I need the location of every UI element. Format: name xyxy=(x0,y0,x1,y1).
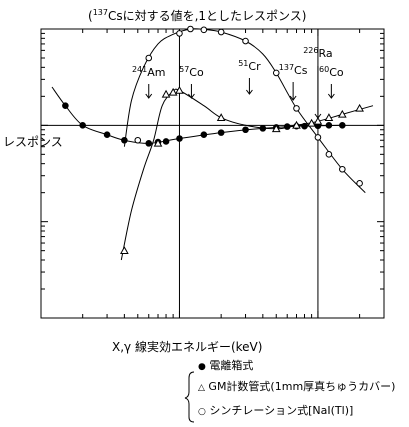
data-point-open-circle xyxy=(242,37,249,45)
series-line-1 xyxy=(120,88,374,261)
nuclide-markers: 241Am 57Co 51Cr 137Cs 226Ra 60Co xyxy=(132,46,344,119)
data-point-filled-circle xyxy=(325,122,333,129)
data-point-open-triangle xyxy=(324,113,334,122)
data-point-open-circle xyxy=(314,134,322,141)
marker-label-137Cs: 137Cs xyxy=(279,63,308,77)
data-point-open-triangle xyxy=(161,89,171,98)
data-point-filled-circle xyxy=(145,140,153,147)
marker-label-60Co: 60Co xyxy=(319,65,344,79)
data-point-open-circle xyxy=(217,28,225,36)
data-point-open-circle xyxy=(134,136,142,144)
data-point-open-circle xyxy=(325,151,333,158)
marker-label-241Am: 241Am xyxy=(132,65,166,79)
marker-arrow-head xyxy=(188,93,195,99)
data-point-filled-circle xyxy=(242,126,249,134)
data-point-open-triangle xyxy=(313,116,323,125)
marker-arrow-head xyxy=(145,93,153,99)
data-point-open-triangle xyxy=(168,87,178,96)
marker-arrow-head xyxy=(327,93,335,99)
legend-label: 電離箱式 xyxy=(209,359,254,372)
marker-arrow-head xyxy=(314,113,322,119)
data-point-filled-circle xyxy=(200,131,208,138)
marker-label-226Ra: 226Ra xyxy=(303,46,332,60)
chart-title: (137Csに対する値を,1としたレスポンス) xyxy=(88,8,307,23)
series-points xyxy=(62,25,364,254)
marker-arrow-head xyxy=(246,89,253,95)
data-point-open-circle xyxy=(200,26,208,34)
data-point-filled-circle xyxy=(301,122,308,130)
data-point-open-triangle xyxy=(120,246,129,254)
data-point-filled-circle xyxy=(339,122,346,129)
data-point-open-triangle xyxy=(216,113,226,122)
data-point-filled-circle xyxy=(217,129,225,136)
filled-circle-icon: ● xyxy=(198,362,206,372)
legend-item-scintillation: ○ シンチレーション式[NaI(Tl)] xyxy=(198,402,353,418)
legend-label: GM計数管式(1mm厚真ちゅうカバー) xyxy=(208,380,396,393)
data-point-open-triangle xyxy=(307,118,316,127)
legend-bracket xyxy=(184,371,195,423)
open-triangle-icon: △ xyxy=(198,383,205,393)
data-point-filled-circle xyxy=(79,122,86,129)
data-point-open-circle xyxy=(176,30,183,37)
series-line-0 xyxy=(51,86,343,144)
y-axis-label: レスポンス xyxy=(3,135,63,149)
x-axis-label: X,γ 線実効エネルギー(keV) xyxy=(112,340,263,354)
data-point-open-circle xyxy=(187,25,194,33)
data-point-filled-circle xyxy=(176,135,183,142)
legend-item-ionization: ● 電離箱式 xyxy=(198,357,253,373)
data-point-filled-circle xyxy=(62,102,69,109)
legend-label: シンチレーション式[NaI(Tl)] xyxy=(209,404,354,417)
data-point-filled-circle xyxy=(103,131,111,138)
data-point-open-triangle xyxy=(153,138,163,147)
data-point-filled-circle xyxy=(283,123,291,130)
data-point-filled-circle xyxy=(259,125,267,132)
data-point-open-triangle xyxy=(292,120,301,129)
plot-frame xyxy=(40,28,385,319)
data-point-filled-circle xyxy=(121,136,128,144)
data-point-open-triangle xyxy=(337,109,347,118)
data-point-filled-circle xyxy=(162,138,170,145)
data-point-open-triangle xyxy=(355,103,364,112)
data-point-open-circle xyxy=(145,54,153,62)
data-point-open-circle xyxy=(293,105,300,112)
series-curves xyxy=(51,28,374,261)
data-point-open-triangle xyxy=(271,124,281,133)
open-circle-icon: ○ xyxy=(198,407,206,417)
data-point-open-circle xyxy=(339,165,346,173)
legend-item-gm: △ GM計数管式(1mm厚真ちゅうカバー) xyxy=(198,378,395,394)
marker-arrow-head xyxy=(289,95,297,101)
data-point-open-circle xyxy=(356,180,363,187)
data-point-open-circle xyxy=(272,69,280,77)
marker-label-57Co: 57Co xyxy=(179,65,204,79)
data-point-open-triangle xyxy=(175,85,184,94)
marker-label-51Cr: 51Cr xyxy=(238,59,261,73)
